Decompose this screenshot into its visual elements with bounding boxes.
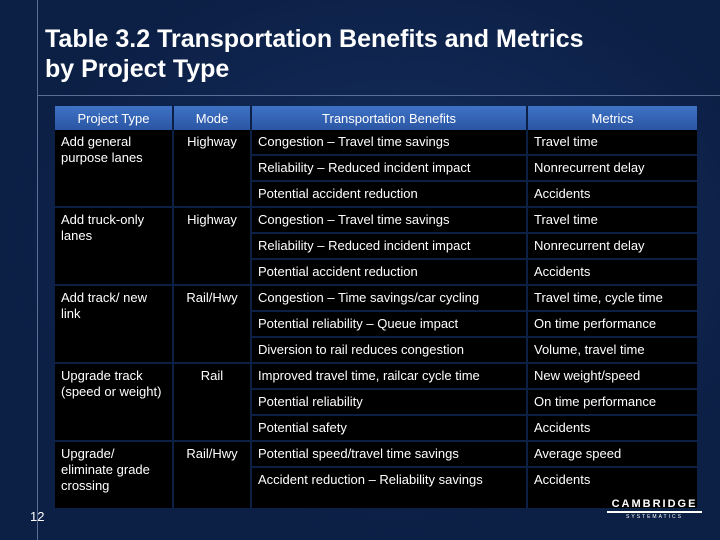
table-row: Potential reliability On time performanc… — [55, 389, 697, 416]
benefit-cell: Diversion to rail reduces congestion — [251, 337, 528, 364]
metric-cell: New weight/speed — [527, 363, 697, 390]
logo-subtitle: SYSTEMATICS — [626, 514, 683, 520]
mode-cell: Rail — [173, 363, 252, 442]
mode-cell: Rail/Hwy — [173, 441, 252, 510]
table-row: Reliability – Reduced incident impact No… — [55, 233, 697, 260]
project-type-cell: Add track/ new link — [55, 285, 174, 364]
table-row: Potential reliability – Queue impact On … — [55, 311, 697, 338]
logo-wordmark: CAMBRIDGE — [611, 498, 698, 510]
slide-title: Table 3.2 Transportation Benefits and Me… — [45, 24, 584, 84]
table-row: Accident reduction – Reliability savings… — [55, 467, 697, 510]
table-row: Diversion to rail reduces congestion Vol… — [55, 337, 697, 364]
metric-cell: On time performance — [527, 311, 697, 338]
metric-cell: On time performance — [527, 389, 697, 416]
project-type-cell: Add truck-only lanes — [55, 207, 174, 286]
metric-cell: Accidents — [527, 259, 697, 286]
mode-cell: Rail/Hwy — [173, 285, 252, 364]
slide-title-line-1: Table 3.2 Transportation Benefits and Me… — [45, 25, 584, 53]
metric-cell: Accidents — [527, 415, 697, 442]
benefit-cell: Potential reliability – Queue impact — [251, 311, 528, 338]
metric-cell: Accidents — [527, 467, 697, 510]
header-project-type: Project Type — [55, 106, 174, 130]
benefit-cell: Potential accident reduction — [251, 181, 528, 208]
project-type-cell: Upgrade track (speed or weight) — [55, 363, 174, 442]
metric-cell: Volume, travel time — [527, 337, 697, 364]
mode-cell: Highway — [173, 130, 252, 208]
benefit-cell: Improved travel time, railcar cycle time — [251, 363, 528, 390]
benefits-metrics-table: Project Type Mode Transportation Benefit… — [55, 106, 697, 510]
table-row: Add track/ new link Rail/Hwy Congestion … — [55, 285, 697, 364]
table-row: Potential accident reduction Accidents — [55, 181, 697, 208]
header-mode: Mode — [173, 106, 252, 130]
metric-cell: Travel time, cycle time — [527, 285, 697, 312]
benefit-cell: Potential accident reduction — [251, 259, 528, 286]
header-benefits: Transportation Benefits — [251, 106, 528, 130]
metric-cell: Nonrecurrent delay — [527, 155, 697, 182]
cambridge-systematics-logo: CAMBRIDGE SYSTEMATICS — [607, 498, 702, 520]
page-number: 12 — [30, 509, 45, 524]
metric-cell: Travel time — [527, 130, 697, 156]
logo-divider — [607, 511, 702, 513]
benefit-cell: Accident reduction – Reliability savings — [251, 467, 528, 510]
table-row: Add truck-only lanes Highway Congestion … — [55, 207, 697, 286]
mode-cell: Highway — [173, 207, 252, 286]
table-row: Add general purpose lanes Highway Conges… — [55, 130, 697, 208]
metric-cell: Average speed — [527, 441, 697, 468]
horizontal-rule — [37, 95, 720, 96]
project-type-cell: Add general purpose lanes — [55, 130, 174, 208]
metric-cell: Travel time — [527, 207, 697, 234]
table-row: Reliability – Reduced incident impact No… — [55, 155, 697, 182]
table-row: Potential accident reduction Accidents — [55, 259, 697, 286]
table-row: Upgrade/ eliminate grade crossing Rail/H… — [55, 441, 697, 510]
benefit-cell: Potential speed/travel time savings — [251, 441, 528, 468]
benefit-cell: Congestion – Travel time savings — [251, 207, 528, 234]
project-type-cell: Upgrade/ eliminate grade crossing — [55, 441, 174, 510]
metric-cell: Nonrecurrent delay — [527, 233, 697, 260]
slide-title-line-2: by Project Type — [45, 55, 230, 83]
benefit-cell: Congestion – Travel time savings — [251, 130, 528, 156]
benefit-cell: Reliability – Reduced incident impact — [251, 155, 528, 182]
header-metrics: Metrics — [527, 106, 697, 130]
metric-cell: Accidents — [527, 181, 697, 208]
benefit-cell: Potential safety — [251, 415, 528, 442]
vertical-rule — [37, 0, 38, 540]
table-row: Potential safety Accidents — [55, 415, 697, 442]
benefit-cell: Potential reliability — [251, 389, 528, 416]
benefit-cell: Reliability – Reduced incident impact — [251, 233, 528, 260]
header-row: Project Type Mode Transportation Benefit… — [55, 106, 697, 130]
benefit-cell: Congestion – Time savings/car cycling — [251, 285, 528, 312]
table-row: Upgrade track (speed or weight) Rail Imp… — [55, 363, 697, 442]
